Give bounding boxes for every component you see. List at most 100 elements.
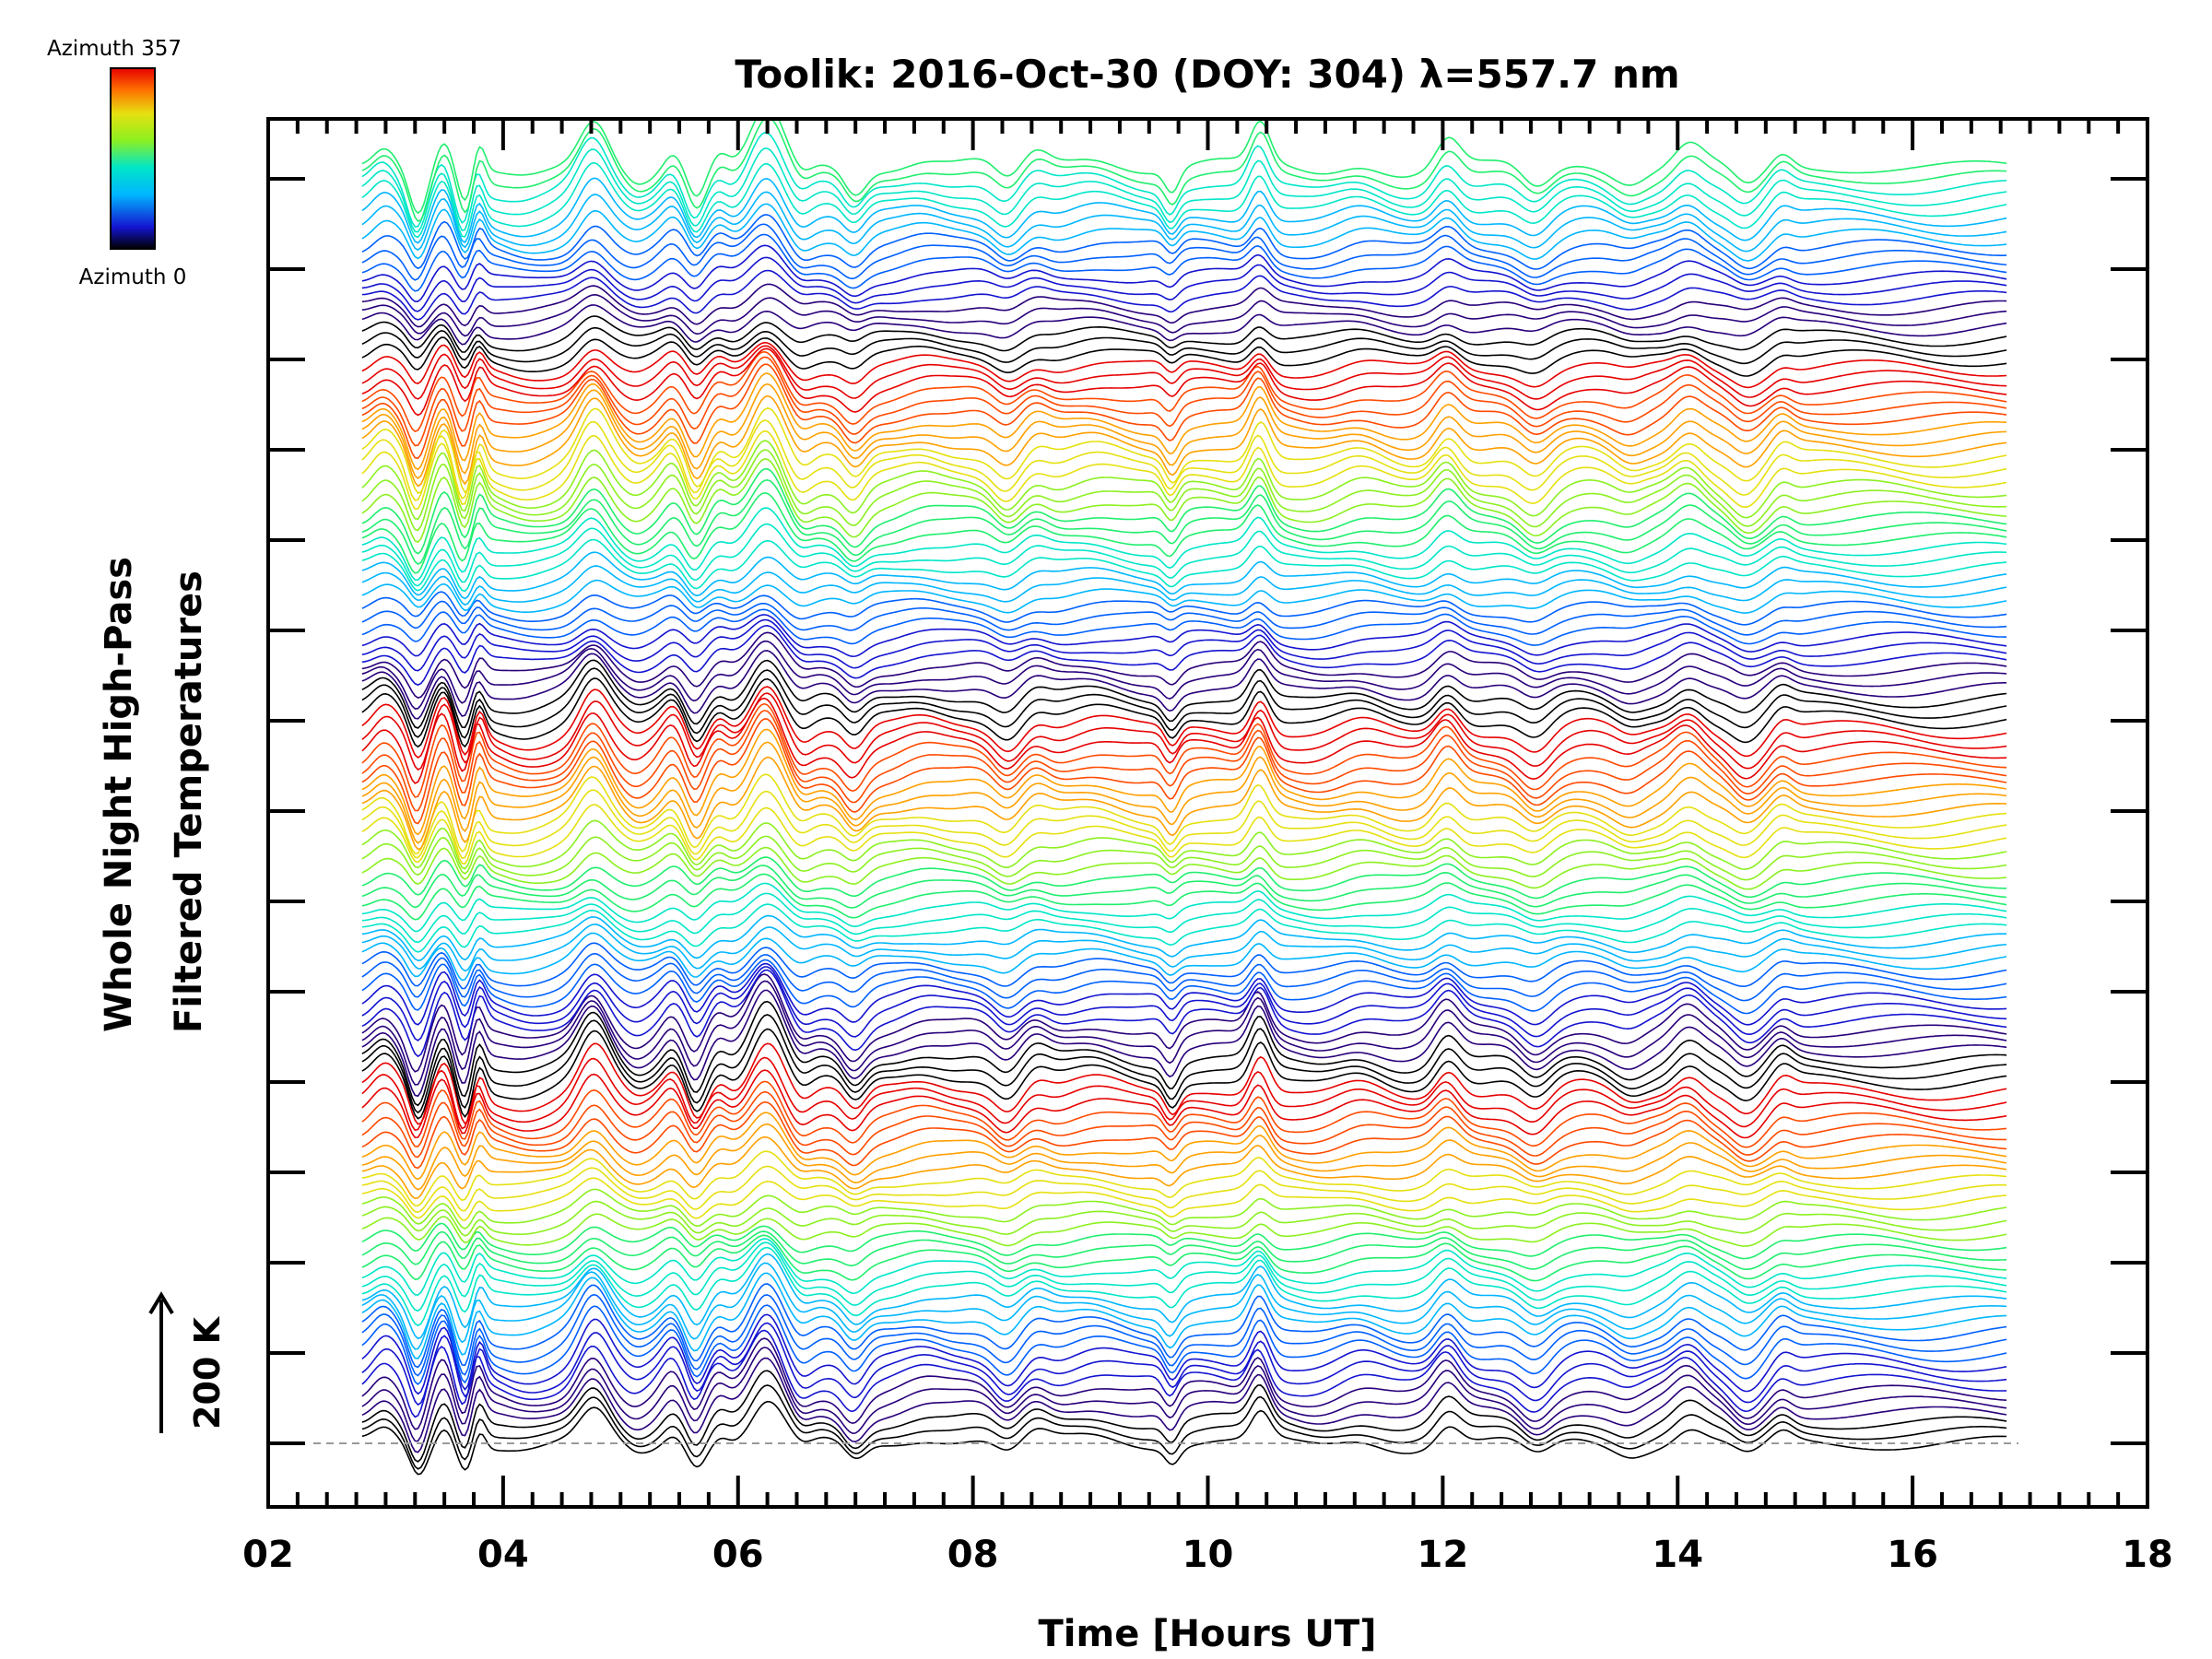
series-line: [361, 1322, 2007, 1406]
series-line: [361, 1188, 2007, 1230]
chart-title: Toolik: 2016-Oct-30 (DOY: 304) λ=557.7 n…: [735, 52, 1679, 97]
series-line: [361, 283, 2007, 328]
series-line: [361, 973, 2007, 1073]
series-line: [361, 856, 2007, 900]
series-line: [361, 1112, 2007, 1181]
series-line: [361, 341, 2007, 389]
x-axis-tick-labels: 02 04 06 08 10 12 14 16 18: [242, 1534, 2173, 1576]
series-line: [361, 804, 2007, 865]
scale-arrow-head: [148, 1291, 174, 1315]
series-line: [361, 177, 2007, 244]
colorbar-legend: Azimuth 357 Azimuth 0: [47, 37, 186, 289]
x-tick-label: 12: [1418, 1534, 1469, 1576]
series-line: [361, 969, 2007, 1058]
x-axis-ticks: [266, 119, 2149, 1507]
series-line: [361, 903, 2007, 953]
series-line: [361, 440, 2007, 520]
x-tick-label: 06: [712, 1534, 764, 1576]
series-line: [361, 551, 2007, 600]
series-line: [361, 728, 2007, 836]
series-line: [361, 1357, 2007, 1453]
series-line: [361, 631, 2007, 699]
series-line: [361, 382, 2007, 480]
series-line: [361, 1238, 2007, 1296]
y-axis-label-line1: Whole Night High-Pass: [98, 557, 140, 1032]
series-line: [361, 345, 2007, 400]
series-line: [361, 966, 2007, 1041]
series-line: [361, 394, 2007, 488]
series-line: [361, 1056, 2007, 1131]
scale-bar: 200 K: [148, 1291, 228, 1433]
series-line: [361, 507, 2007, 582]
series-line: [361, 835, 2007, 881]
x-tick-label: 18: [2122, 1534, 2173, 1576]
series-line: [361, 959, 2007, 1015]
scale-bar-label: 200 K: [187, 1315, 228, 1430]
series-line: [361, 478, 2007, 565]
series-line: [361, 1283, 2007, 1369]
series-line: [361, 1400, 2007, 1476]
y-axis-ticks: [268, 177, 2147, 1445]
series-line: [361, 449, 2007, 532]
colorbar-bottom-label: Azimuth 0: [79, 265, 187, 289]
series-line: [361, 1246, 2007, 1327]
series-line: [361, 1080, 2007, 1148]
y-axis-label-line2: Filtered Temperatures: [168, 571, 210, 1033]
series-line: [361, 147, 2007, 233]
series-line: [361, 692, 2007, 771]
series-line: [361, 980, 2007, 1086]
series-line: [361, 989, 2007, 1098]
series-line: [361, 256, 2007, 312]
series-line: [361, 718, 2007, 825]
series-line: [361, 565, 2007, 606]
x-tick-label: 10: [1182, 1534, 1234, 1576]
series-line: [361, 773, 2007, 854]
series-line: [361, 203, 2007, 262]
series-line: [361, 677, 2007, 748]
series-line: [361, 1028, 2007, 1120]
series-line: [361, 846, 2007, 890]
series-line: [361, 356, 2007, 447]
series-line: [361, 161, 2007, 239]
y-axis-label: Whole Night High-Pass Filtered Temperatu…: [98, 557, 210, 1033]
series-line: [361, 1042, 2007, 1125]
series-line: [361, 650, 2007, 720]
series-line: [361, 1230, 2007, 1270]
series-line: [361, 1370, 2007, 1463]
series-line: [361, 789, 2007, 859]
series-line: [361, 315, 2007, 353]
series-line: [361, 1272, 2007, 1359]
series-line: [361, 667, 2007, 739]
series-line: [361, 865, 2007, 909]
series-line: [361, 467, 2007, 555]
series-line: [361, 429, 2007, 511]
series-line: [361, 458, 2007, 544]
series-line: [361, 1329, 2007, 1418]
series-line: [361, 293, 2007, 337]
series-line: [361, 756, 2007, 851]
series-line: [361, 952, 2007, 1002]
series-line: [361, 372, 2007, 471]
series-line: [361, 363, 2007, 460]
series-line: [361, 1090, 2007, 1159]
series-line: [361, 624, 2007, 686]
series-line: [361, 882, 2007, 933]
series-line: [361, 350, 2007, 433]
series-line: [361, 523, 2007, 587]
series-line: [361, 702, 2007, 798]
series-line: [361, 1069, 2007, 1139]
series-line: [361, 614, 2007, 658]
series-line: [361, 924, 2007, 972]
series-line: [361, 214, 2007, 270]
series-line: [361, 962, 2007, 1026]
series-line: [361, 336, 2007, 377]
series-line: [361, 942, 2007, 990]
x-axis-label: Time [Hours UT]: [1039, 1613, 1377, 1655]
series-line: [361, 1253, 2007, 1340]
series-line: [361, 1293, 2007, 1377]
series-line: [361, 233, 2007, 292]
series-line: [361, 1384, 2007, 1470]
series-line: [361, 932, 2007, 982]
series-line: [361, 1241, 2007, 1312]
